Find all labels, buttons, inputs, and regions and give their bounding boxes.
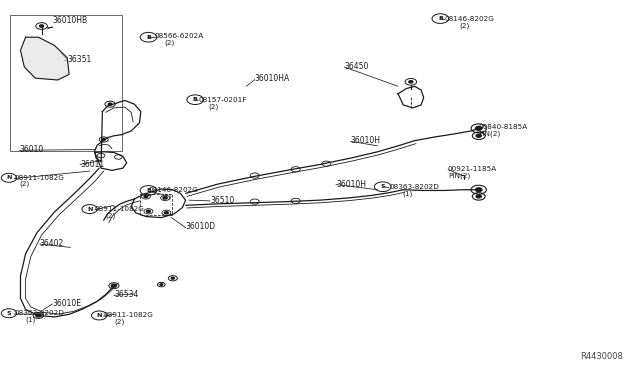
Text: B: B [438, 16, 443, 21]
Text: 00921-1185A: 00921-1185A [448, 166, 497, 172]
Text: (1): (1) [402, 190, 412, 197]
Text: (2): (2) [19, 181, 29, 187]
Text: 36510: 36510 [210, 196, 234, 205]
Text: 36010D: 36010D [186, 222, 216, 231]
Text: N: N [87, 206, 92, 212]
Text: 00840-8185A: 00840-8185A [479, 124, 528, 130]
Bar [10, 15, 122, 151]
Text: 36450: 36450 [344, 62, 369, 71]
Text: S: S [6, 311, 12, 316]
Text: 36010HA: 36010HA [255, 74, 290, 83]
Text: (1): (1) [26, 317, 36, 323]
Text: N: N [97, 313, 102, 318]
Text: 08146-8202G: 08146-8202G [445, 16, 495, 22]
Text: 08911-1082G: 08911-1082G [14, 175, 64, 181]
Circle shape [147, 210, 150, 212]
Circle shape [164, 212, 168, 214]
Text: 36010H: 36010H [336, 180, 366, 189]
Text: 36010E: 36010E [52, 299, 81, 308]
Circle shape [144, 195, 148, 198]
Text: 36010HB: 36010HB [52, 16, 88, 25]
Text: B: B [193, 97, 198, 102]
Text: (4): (4) [161, 194, 172, 201]
Text: (2): (2) [114, 319, 124, 326]
Text: 08911-1082G: 08911-1082G [95, 206, 145, 212]
Text: (2): (2) [460, 22, 470, 29]
Text: 08157-0201F: 08157-0201F [198, 97, 247, 103]
Text: N: N [6, 175, 12, 180]
Text: 36010H: 36010H [351, 136, 381, 145]
Circle shape [108, 103, 112, 105]
Text: R4430008: R4430008 [580, 352, 623, 361]
Text: 08911-1082G: 08911-1082G [104, 312, 154, 318]
Text: 08566-6202A: 08566-6202A [155, 33, 204, 39]
Text: 36402: 36402 [40, 239, 64, 248]
Circle shape [102, 139, 105, 140]
Text: PIN(2): PIN(2) [479, 131, 501, 137]
Circle shape [476, 126, 482, 130]
Circle shape [476, 188, 482, 192]
Circle shape [111, 284, 116, 287]
Text: 08363-8202D: 08363-8202D [389, 184, 439, 190]
Text: 36011: 36011 [80, 160, 104, 169]
Circle shape [163, 197, 167, 199]
Text: B: B [146, 188, 151, 193]
Text: 08363-8202D: 08363-8202D [14, 310, 64, 316]
Circle shape [409, 81, 413, 83]
Text: PIN(2): PIN(2) [448, 173, 470, 179]
Circle shape [476, 195, 481, 198]
Text: 08146-8202G: 08146-8202G [148, 187, 198, 193]
Text: 36534: 36534 [114, 290, 138, 299]
Text: (2): (2) [106, 212, 116, 219]
Text: S: S [380, 184, 385, 189]
Circle shape [160, 284, 163, 285]
Polygon shape [20, 37, 69, 80]
Circle shape [172, 278, 174, 279]
Circle shape [36, 314, 41, 317]
Text: 36351: 36351 [67, 55, 92, 64]
Text: B: B [146, 35, 151, 40]
Text: 36010: 36010 [19, 145, 44, 154]
Text: (2): (2) [208, 104, 218, 110]
Circle shape [40, 25, 44, 27]
Text: (2): (2) [164, 40, 175, 46]
Circle shape [476, 134, 481, 137]
